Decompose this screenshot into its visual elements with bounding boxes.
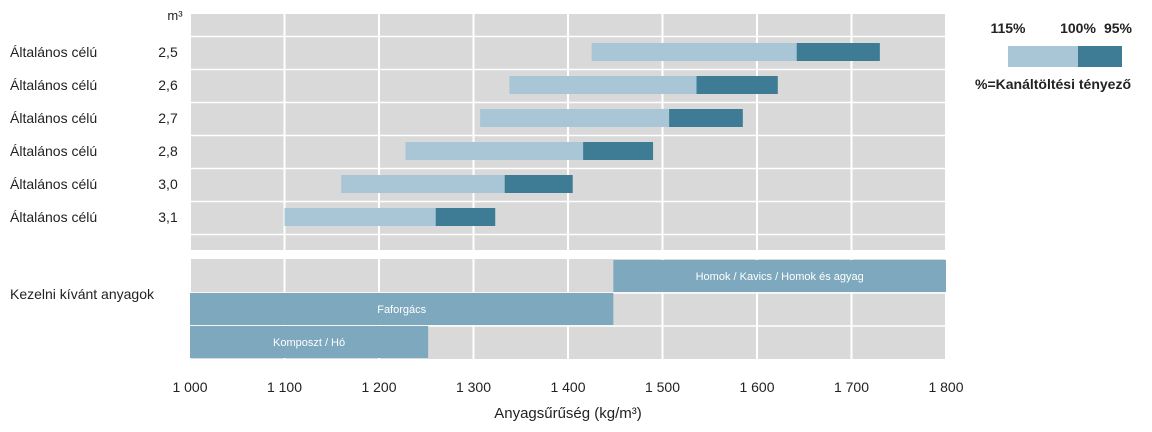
material-label: Faforgács	[377, 304, 426, 316]
material-bar	[613, 260, 946, 292]
bar-range-100-95	[696, 76, 778, 94]
legend: 115% 100% 95% %=Kanáltöltési tényező	[975, 20, 1133, 92]
legend-swatch-115-100	[1008, 46, 1078, 67]
bar-range-115-100	[405, 142, 584, 160]
material-bar	[190, 293, 614, 325]
material-bars: Homok / Kavics / Homok és agyag Faforgács…	[190, 260, 946, 358]
x-axis-label: Anyagsűrűség (kg/m³)	[494, 405, 642, 422]
x-tick-label: 1 700	[834, 379, 869, 395]
bucket-volume: 2,7	[158, 110, 178, 126]
x-tick-label: 1 300	[456, 379, 491, 395]
bar-range-100-95	[435, 208, 496, 226]
bucket-volume: 2,6	[158, 77, 178, 93]
materials-row-label: Kezelni kívánt anyagok	[10, 286, 155, 302]
x-axis-ticks: 1 000 1 100 1 200 1 300 1 400 1 500 1 600 1 700…	[172, 379, 963, 395]
x-tick-label: 1 100	[267, 379, 302, 395]
bar-range-100-95	[504, 175, 573, 193]
x-tick-label: 1 600	[739, 379, 774, 395]
material-label: Homok / Kavics / Homok és agyag	[696, 271, 864, 283]
bar-range-115-100	[480, 109, 670, 127]
legend-label-115: 115%	[990, 20, 1026, 36]
bucket-label: Általános célú	[10, 176, 97, 192]
row-labels: Általános célú 2,5 Általános célú 2,6 Általá…	[10, 44, 178, 225]
material-label: Komposzt / Hó	[273, 337, 345, 349]
x-tick-label: 1 800	[928, 379, 963, 395]
bar-range-100-95	[583, 142, 654, 160]
legend-caption: %=Kanáltöltési tényező	[975, 76, 1131, 92]
material-bar	[190, 326, 429, 358]
y-unit-label: m³	[167, 8, 183, 23]
bucket-volume: 3,0	[158, 176, 178, 192]
bucket-label: Általános célú	[10, 77, 97, 93]
bar-range-100-95	[669, 109, 743, 127]
bucket-volume: 2,5	[158, 44, 178, 60]
bucket-label: Általános célú	[10, 44, 97, 60]
bar-range-100-95	[796, 43, 880, 61]
x-tick-label: 1 200	[361, 379, 396, 395]
bucket-label: Általános célú	[10, 209, 97, 225]
bucket-label: Általános célú	[10, 110, 97, 126]
bucket-bars	[284, 43, 880, 226]
x-tick-label: 1 400	[550, 379, 585, 395]
bar-range-115-100	[284, 208, 436, 226]
x-tick-label: 1 000	[172, 379, 207, 395]
bucket-label: Általános célú	[10, 143, 97, 159]
legend-label-95: 95%	[1104, 20, 1133, 36]
bar-range-115-100	[341, 175, 505, 193]
bar-range-115-100	[509, 76, 697, 94]
bucket-volume: 2,8	[158, 143, 178, 159]
x-tick-label: 1 500	[645, 379, 680, 395]
bucket-volume: 3,1	[158, 209, 178, 225]
legend-label-100: 100%	[1060, 20, 1096, 36]
gridlines	[189, 14, 947, 359]
bar-range-115-100	[591, 43, 797, 61]
legend-swatch-100-95	[1078, 46, 1122, 67]
